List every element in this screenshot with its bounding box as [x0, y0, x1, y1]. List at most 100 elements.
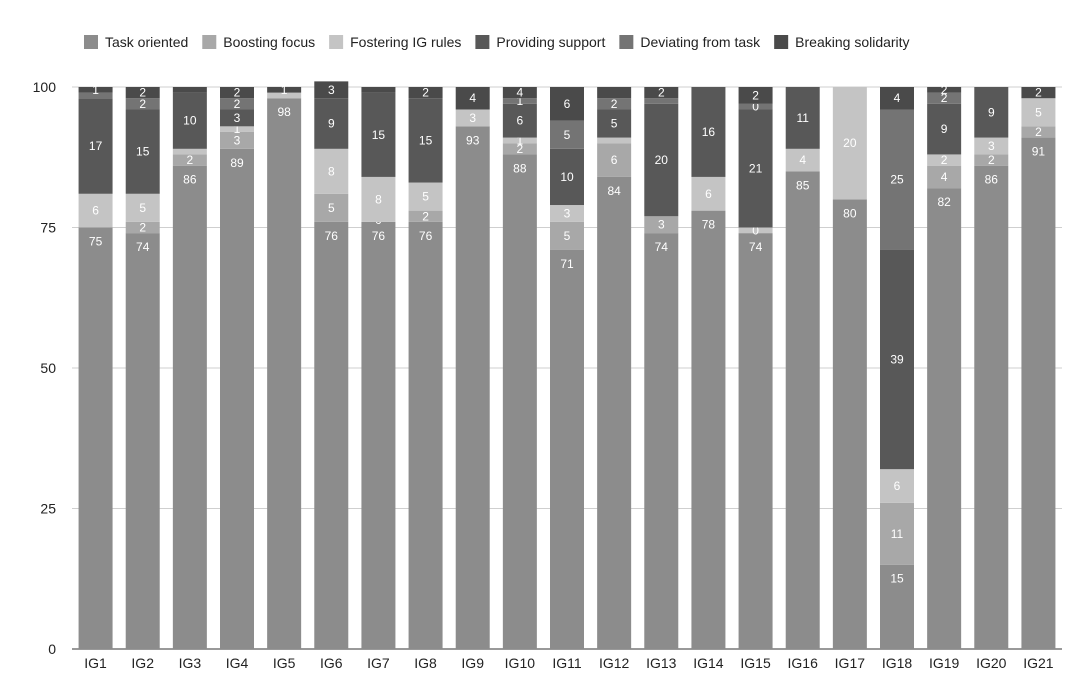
- data-label: 74: [655, 240, 669, 254]
- legend-label: Breaking solidarity: [795, 34, 909, 50]
- legend: Task oriented Boosting focus Fostering IG …: [84, 34, 910, 50]
- data-label: 20: [843, 136, 857, 150]
- bar-segment-deviating-from-task: [738, 103, 773, 110]
- data-label: 2: [941, 83, 948, 97]
- bar-segment-fostering-ig-rules: [880, 469, 914, 503]
- bar-segment-fostering-ig-rules: [550, 205, 584, 222]
- data-label: 16: [702, 125, 716, 139]
- data-label: 2: [941, 153, 948, 167]
- bar-segment-providing-support: [78, 98, 113, 194]
- data-label: 2: [187, 153, 194, 167]
- data-label: 9: [328, 117, 335, 131]
- data-label: 6: [92, 204, 99, 218]
- bar-stack-ig20: 86 23 9: [974, 87, 1009, 649]
- data-label: 88: [513, 161, 527, 175]
- x-tick-label: IG18: [882, 655, 913, 671]
- data-label: 2: [139, 97, 146, 111]
- bar-segment-breaking-solidarity: [220, 87, 254, 99]
- bar-segment-boosting-focus: [502, 143, 537, 155]
- bar-segment-fostering-ig-rules: [832, 87, 867, 200]
- bar-segment-task-oriented: [502, 154, 537, 649]
- bar-segment-deviating-from-task: [125, 98, 160, 110]
- bar-segment-providing-support: [408, 98, 443, 183]
- data-label: 2: [941, 91, 948, 105]
- data-label: 75: [89, 235, 103, 249]
- data-label: 78: [702, 218, 716, 232]
- bar-segment-task-oriented: [408, 221, 443, 649]
- bar-segment-fostering-ig-rules: [738, 227, 773, 234]
- data-label: 5: [422, 190, 429, 204]
- data-label: 6: [517, 114, 524, 128]
- legend-item-providing-support: Providing support: [475, 34, 605, 50]
- bar-segment-providing-support: [550, 148, 584, 206]
- bar-segment-boosting-focus: [408, 210, 443, 222]
- legend-item-breaking-solidarity: Breaking solidarity: [774, 34, 910, 50]
- bar-segment-task-oriented: [597, 176, 632, 650]
- bar-stack-ig1: 75 6 17 1: [78, 83, 113, 649]
- legend-label: Boosting focus: [223, 34, 315, 50]
- bar-segment-providing-support: [597, 109, 632, 138]
- bar-segment-providing-support: [220, 109, 254, 127]
- bar-segment-breaking-solidarity: [644, 87, 679, 99]
- bar-segment-task-oriented: [927, 188, 962, 649]
- data-label: 76: [372, 229, 386, 243]
- bar-segment-fostering-ig-rules: [597, 137, 632, 144]
- data-label: 15: [372, 128, 386, 142]
- bar-segment-task-oriented: [691, 210, 726, 649]
- bar-segment-task-oriented: [738, 233, 773, 649]
- legend-swatch: [619, 35, 634, 49]
- x-axis: IG1 IG2 IG3 IG4 IG5 IG6 IG7 IG8 IG9 IG10 IG11 IG12 I…: [84, 655, 1054, 671]
- bar-segment-boosting-focus: [644, 216, 679, 234]
- bar-segment-breaking-solidarity: [361, 87, 396, 93]
- legend-item-deviating-from-task: Deviating from task: [619, 34, 761, 50]
- bar-segment-task-oriented: [880, 564, 914, 649]
- bar-segment-breaking-solidarity: [550, 87, 584, 121]
- data-label: 86: [985, 173, 999, 187]
- data-label: 76: [419, 229, 433, 243]
- x-tick-label: IG6: [320, 655, 343, 671]
- x-tick-label: IG15: [740, 655, 771, 671]
- legend-swatch: [329, 35, 344, 49]
- x-tick-label: IG19: [929, 655, 960, 671]
- bar-segment-fostering-ig-rules: [927, 154, 962, 166]
- data-label: 15: [136, 145, 150, 159]
- x-tick-label: IG20: [976, 655, 1007, 671]
- legend-swatch: [202, 35, 217, 49]
- x-tick-label: IG21: [1023, 655, 1054, 671]
- bar-segment-breaking-solidarity: [408, 87, 443, 99]
- bar-segment-deviating-from-task: [880, 109, 914, 250]
- data-label: 2: [139, 221, 146, 235]
- bar-segment-fostering-ig-rules: [455, 109, 490, 127]
- bar-segment-providing-support: [974, 87, 1009, 138]
- bar-segment-deviating-from-task: [220, 98, 254, 110]
- y-tick-label: 25: [40, 501, 56, 517]
- data-label: 3: [564, 206, 571, 220]
- bar-segment-boosting-focus: [314, 193, 349, 222]
- data-label: 86: [183, 173, 197, 187]
- data-label: 9: [941, 122, 948, 136]
- data-label: 2: [1035, 125, 1042, 139]
- bar-segment-boosting-focus: [125, 221, 160, 234]
- bar-segment-deviating-from-task: [927, 92, 962, 104]
- bar-segment-task-oriented: [550, 249, 584, 650]
- bar-segment-providing-support: [880, 249, 914, 470]
- data-label: 0: [752, 223, 759, 237]
- x-tick-label: IG2: [131, 655, 154, 671]
- bar-segment-fostering-ig-rules: [314, 148, 349, 194]
- legend-label: Fostering IG rules: [350, 34, 461, 50]
- data-label: 74: [136, 240, 150, 254]
- bar-stack-ig11: 71 5 3 10 5 6: [550, 87, 584, 650]
- bar-stack-ig21: 91 2 5 2: [1021, 86, 1056, 649]
- bar-stack-ig13: 74 3 20 2: [644, 86, 679, 649]
- x-tick-label: IG10: [505, 655, 536, 671]
- data-label: 5: [564, 229, 571, 243]
- legend-label: Providing support: [496, 34, 605, 50]
- bar-segment-deviating-from-task: [644, 98, 679, 104]
- bar-stack-ig6: 76 5 8 9 3: [314, 81, 349, 649]
- data-label: 76: [325, 229, 339, 243]
- data-label: 2: [752, 88, 759, 102]
- data-label: 85: [796, 178, 810, 192]
- bar-segment-breaking-solidarity: [125, 87, 160, 99]
- bar-segment-boosting-focus: [880, 502, 914, 565]
